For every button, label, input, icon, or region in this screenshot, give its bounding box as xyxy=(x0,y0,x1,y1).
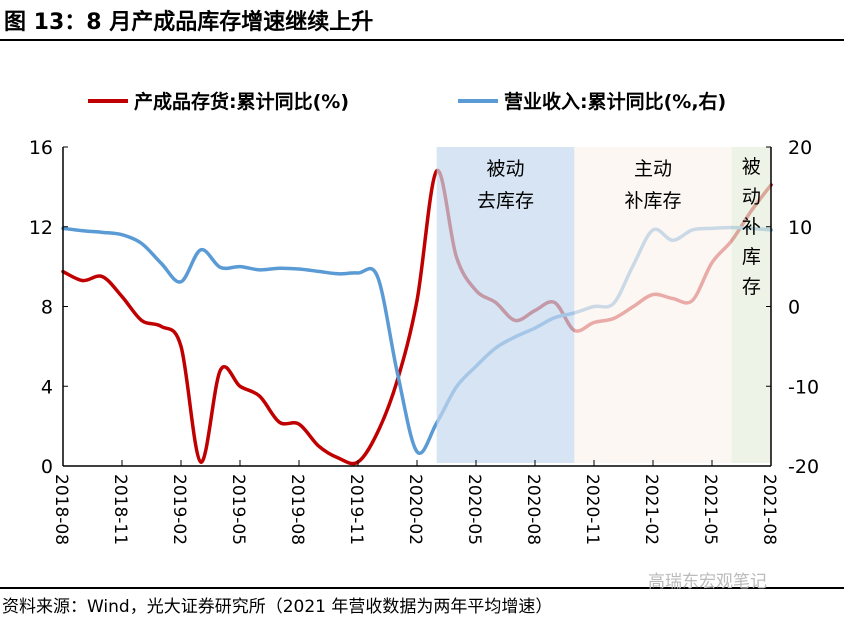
x-tick-label: 2018-08 xyxy=(51,474,71,545)
source-note: 资料来源：Wind，光大证券研究所（2021 年营收数据为两年平均增速） xyxy=(2,597,553,617)
x-tick-label: 2019-05 xyxy=(228,474,248,545)
legend-label: 营业收入:累计同比(%,右) xyxy=(504,90,726,113)
shaded-period xyxy=(731,147,771,463)
legend-label: 产成品存货:累计同比(%) xyxy=(134,90,349,113)
y-right-tick-label: -10 xyxy=(788,376,819,398)
y-left-tick-label: 0 xyxy=(41,456,53,478)
y-left-tick-label: 16 xyxy=(29,137,53,159)
x-tick-label: 2021-05 xyxy=(700,474,720,545)
chart-title: 图 13：8 月产成品库存增速继续上升 xyxy=(4,10,374,35)
shaded-period xyxy=(436,147,575,463)
source-divider xyxy=(0,587,844,589)
y-right-tick-label: 0 xyxy=(788,297,800,319)
y-left-tick-label: 8 xyxy=(41,297,53,319)
x-tick-label: 2020-08 xyxy=(523,474,543,545)
x-tick-label: 2019-11 xyxy=(346,474,366,545)
x-tick-label: 2019-02 xyxy=(169,474,189,545)
x-tick-label: 2018-11 xyxy=(110,474,130,545)
period-label: 被动补库存 xyxy=(742,156,761,298)
x-tick-label: 2019-08 xyxy=(287,474,307,545)
title-divider xyxy=(0,39,844,41)
y-left-tick-label: 12 xyxy=(29,217,53,239)
x-tick-label: 2020-11 xyxy=(582,474,602,545)
y-right-tick-label: 20 xyxy=(788,137,812,159)
x-tick-label: 2021-08 xyxy=(759,474,779,545)
x-tick-label: 2021-02 xyxy=(641,474,661,545)
shaded-period xyxy=(574,147,732,463)
watermark: 高瑞东宏观笔记 xyxy=(648,572,767,592)
y-right-tick-label: -20 xyxy=(788,456,819,478)
x-tick-label: 2020-05 xyxy=(464,474,484,545)
period-label: 主动补库存 xyxy=(624,158,681,212)
y-left-tick-label: 4 xyxy=(41,376,53,398)
x-tick-label: 2020-02 xyxy=(405,474,425,545)
y-right-tick-label: 10 xyxy=(788,217,812,239)
period-label: 被动去库存 xyxy=(477,158,534,212)
